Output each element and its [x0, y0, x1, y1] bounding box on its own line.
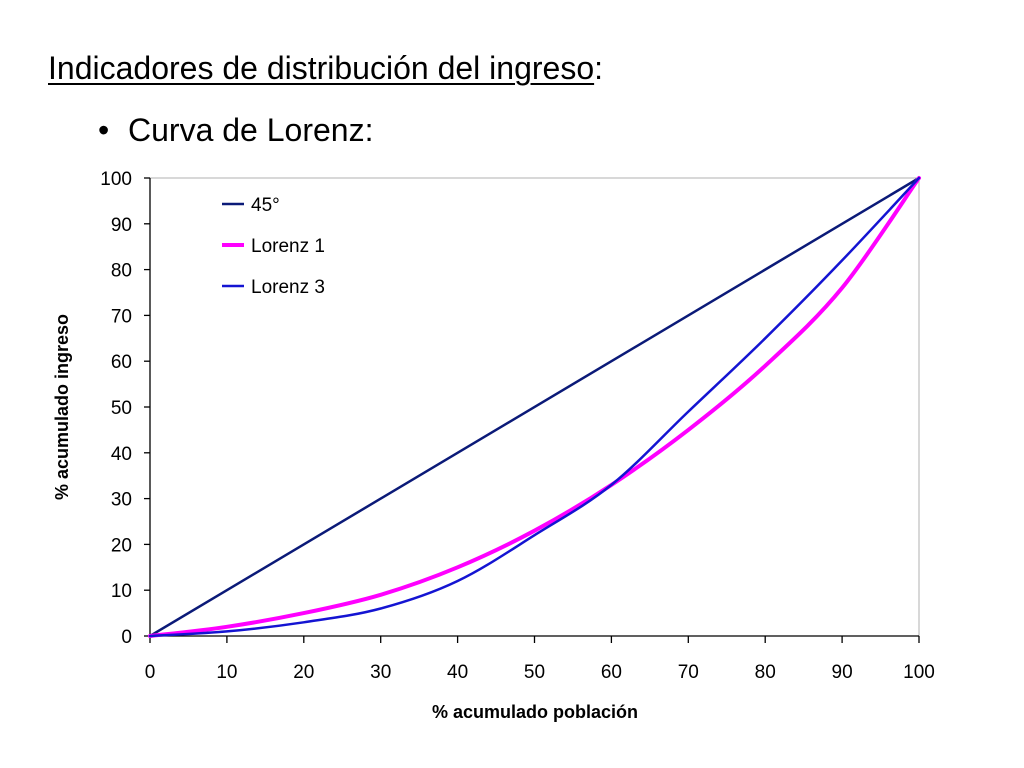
series-line-lorenz-1	[148, 176, 921, 638]
x-tick-label: 50	[524, 662, 545, 683]
series-line-lorenz-3	[148, 176, 921, 638]
x-tick-label: 80	[755, 662, 776, 683]
bullet-item: • Curva de Lorenz:	[98, 104, 373, 156]
legend-label: Lorenz 1	[251, 236, 325, 257]
x-tick-label: 90	[832, 662, 853, 683]
x-tick-label: 60	[601, 662, 622, 683]
series-line-45	[148, 176, 921, 638]
y-tick-label: 0	[121, 627, 132, 648]
x-tick-label: 100	[903, 662, 935, 683]
legend-label: 45°	[251, 195, 280, 216]
y-tick-label: 100	[100, 169, 132, 190]
slide-title-text: Indicadores de distribución del ingreso	[48, 50, 595, 86]
y-tick-label: 10	[111, 581, 132, 602]
chart-legend: 45° Lorenz 1 Lorenz 3	[222, 195, 325, 298]
y-tick-label: 80	[111, 261, 132, 282]
x-tick-label: 30	[370, 662, 391, 683]
legend-label: Lorenz 3	[251, 277, 325, 298]
x-tick-label: 10	[216, 662, 237, 683]
y-tick-label: 90	[111, 215, 132, 236]
x-tick-label: 40	[447, 662, 468, 683]
y-tick-label: 30	[111, 490, 132, 511]
y-tick-label: 20	[111, 535, 132, 556]
x-axis-title: % acumulado población	[432, 702, 638, 722]
bullet-symbol: •	[98, 112, 110, 148]
y-tick-label: 50	[111, 398, 132, 419]
x-tick-label: 0	[145, 662, 156, 683]
x-tick-label: 70	[678, 662, 699, 683]
chart-axes: 0 10 20 30 40 50 60 70 80 90 100 0 10 20 30 40 50 60 70 80 9…	[100, 169, 935, 683]
y-tick-label: 70	[111, 306, 132, 327]
bullet-text: Curva de Lorenz:	[128, 112, 374, 148]
x-tick-label: 20	[293, 662, 314, 683]
slide-title: Indicadores de distribución del ingreso:	[48, 44, 603, 92]
slide-title-colon: :	[594, 50, 603, 86]
chart-series	[148, 176, 921, 638]
y-axis-title: % acumulado ingreso	[52, 314, 72, 500]
y-tick-label: 40	[111, 444, 132, 465]
y-tick-label: 60	[111, 352, 132, 373]
